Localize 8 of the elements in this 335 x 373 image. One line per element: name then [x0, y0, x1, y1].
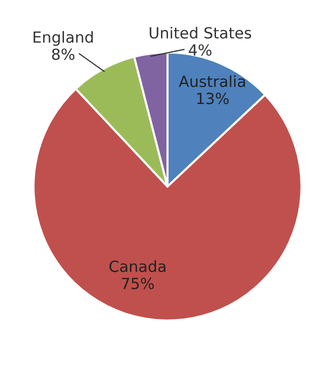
- slice-label: Canada: [109, 260, 166, 272]
- data-label: 4%: [188, 44, 212, 56]
- data-label: 8%: [52, 48, 74, 60]
- slice-label: United States: [150, 26, 252, 39]
- slice-label: Australia: [178, 75, 245, 88]
- data-label: 75%: [122, 278, 154, 290]
- data-label: 13%: [197, 92, 229, 104]
- slice-label: England: [34, 31, 93, 46]
